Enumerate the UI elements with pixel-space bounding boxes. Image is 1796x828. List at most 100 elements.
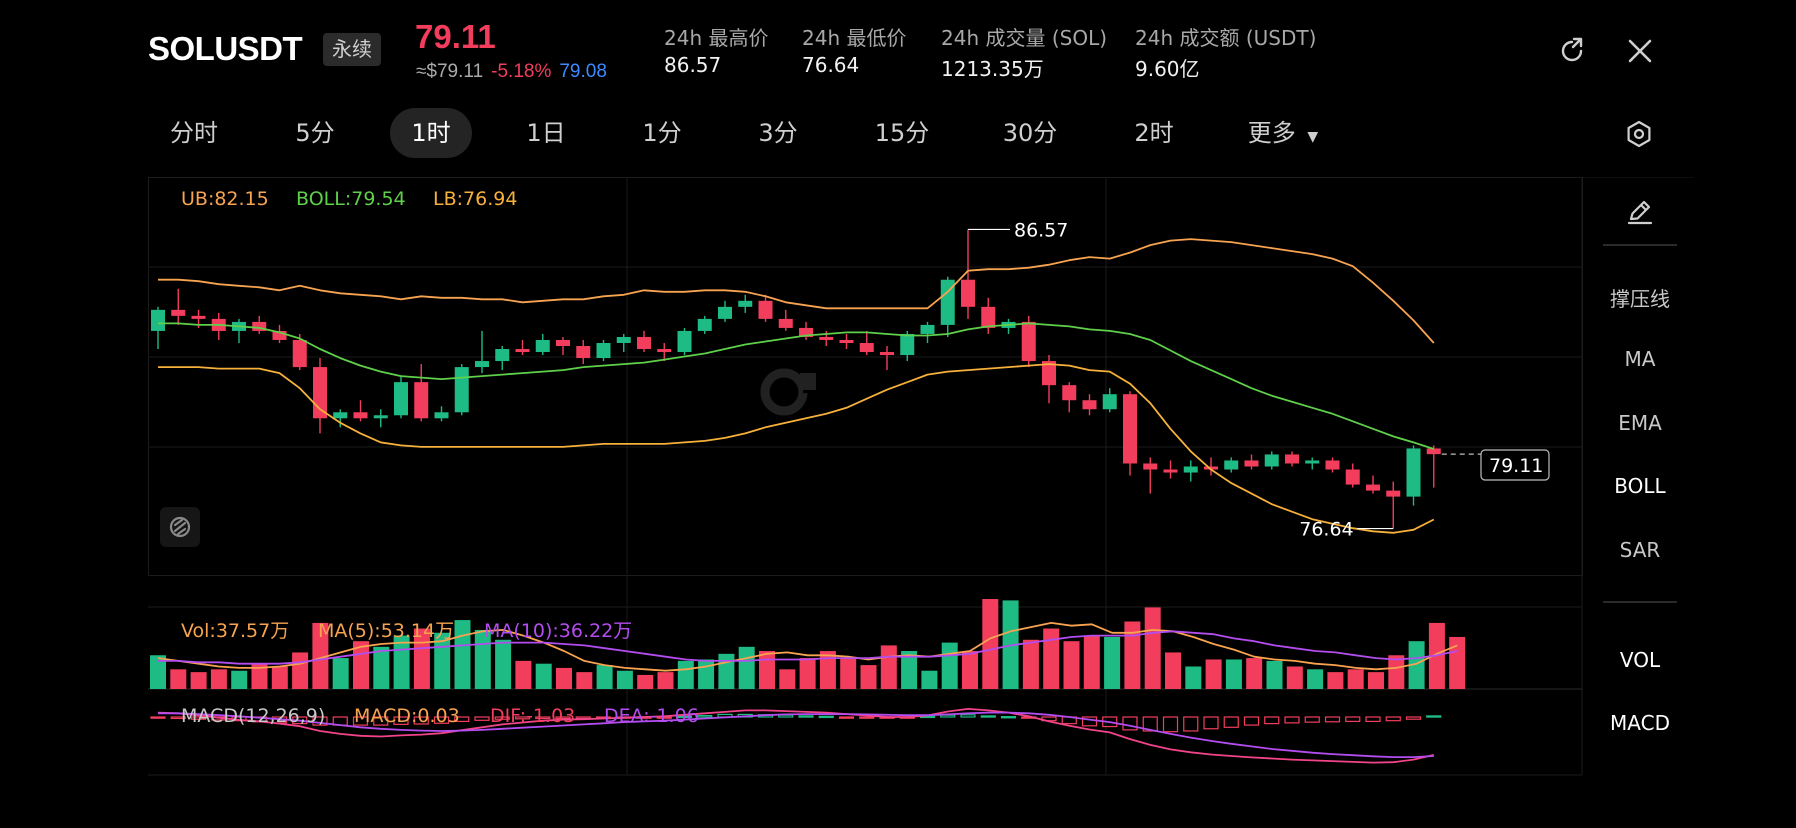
macd-dea-line <box>158 711 1434 758</box>
volume-bar <box>1347 669 1364 689</box>
candle-body <box>1183 466 1198 473</box>
volume-bar <box>1327 672 1344 689</box>
tab-more[interactable]: 更多 ▼ <box>1240 108 1326 158</box>
tab-1h[interactable]: 1时 <box>390 108 472 158</box>
boll-bands <box>158 238 1435 534</box>
tab-1d[interactable]: 1日 <box>526 119 566 147</box>
usd-price: ≈$79.11 <box>416 61 484 82</box>
stat-low-value: 76.64 <box>802 53 860 77</box>
macd-histogram-bar <box>393 716 409 725</box>
candle-body <box>1386 490 1401 497</box>
tab-more-label: 更多 <box>1247 119 1296 147</box>
refresh-icon[interactable] <box>1557 36 1587 66</box>
candle-body <box>637 336 651 350</box>
macd-histogram-bar <box>1284 716 1300 724</box>
stat-turnover-label: 24h 成交额 (USDT) <box>1135 26 1317 50</box>
candle-body <box>191 315 206 319</box>
candle-body <box>839 339 854 343</box>
stat-high-value: 86.57 <box>664 53 722 77</box>
macd-histogram-bar <box>1264 716 1280 725</box>
symbol-title[interactable]: SOLUSDT <box>148 30 303 67</box>
macd-histogram-bar <box>798 715 814 718</box>
tab-3m[interactable]: 3分 <box>758 119 798 147</box>
macd-histogram-bar <box>555 716 571 720</box>
price-subline: ≈$79.11 -5.18% 79.08 <box>416 61 607 83</box>
volume-bar <box>657 672 674 689</box>
indicator-support-resistance[interactable]: 撑压线 <box>1610 287 1670 311</box>
candle-body <box>1143 463 1158 470</box>
tab-5m[interactable]: 5分 <box>295 119 335 147</box>
candle-body <box>1102 394 1117 410</box>
indicator-ema[interactable]: EMA <box>1618 411 1662 435</box>
volume-bar <box>860 665 877 689</box>
macd-histogram-bar <box>1365 716 1381 723</box>
volume-bar <box>332 658 349 689</box>
macd-histogram-bar <box>1183 716 1199 732</box>
volume-bar <box>901 651 918 689</box>
tab-2h[interactable]: 2时 <box>1134 119 1174 147</box>
macd-histogram-bar <box>1142 716 1158 732</box>
candle-body <box>454 367 469 413</box>
tab-1m[interactable]: 1分 <box>642 119 682 147</box>
candle-body <box>1345 469 1360 485</box>
indicator-macd[interactable]: MACD <box>1610 711 1670 735</box>
indicator-vol[interactable]: VOL <box>1619 648 1661 672</box>
candle-body <box>515 349 530 353</box>
macd-histogram-bar <box>980 715 996 718</box>
volume-bar <box>150 655 166 689</box>
indicator-boll[interactable]: BOLL <box>1614 474 1666 498</box>
volume-bar <box>698 659 715 689</box>
stat-high-label: 24h 最高价 <box>664 26 769 50</box>
y-tick-3: 81.50 <box>1498 370 1552 392</box>
x-tick-3: 04-02 06:00 <box>1047 582 1163 604</box>
tab-15m[interactable]: 15分 <box>874 119 930 147</box>
macd-histogram-bar <box>190 716 207 720</box>
macd-axis-label: -1.36 <box>1504 755 1553 777</box>
macd-histogram-bar <box>413 716 429 725</box>
edit-pen-icon[interactable] <box>1624 195 1656 227</box>
boll-upper-line <box>158 238 1435 344</box>
tab-30m[interactable]: 30分 <box>1002 119 1058 147</box>
settings-icon[interactable] <box>1624 119 1654 149</box>
volume-bar <box>576 672 593 689</box>
volume-bar <box>799 658 816 689</box>
layers-icon <box>169 516 191 538</box>
volume-bar <box>373 646 390 689</box>
volume-bar <box>292 652 309 689</box>
macd-histogram-bar <box>1243 716 1260 726</box>
panel-divider <box>1603 601 1677 603</box>
volume-bar <box>637 674 654 689</box>
volume-bar <box>271 666 288 689</box>
candle-body <box>1082 400 1097 410</box>
macd-histogram-bar <box>474 716 490 721</box>
candle-body <box>961 279 975 307</box>
close-icon[interactable] <box>1625 36 1655 66</box>
candle-body <box>799 327 813 337</box>
volume-bar <box>312 622 329 689</box>
legend-dif: DIF:-1.03 <box>490 705 575 727</box>
macd-histogram-bar <box>1345 716 1361 723</box>
candle-body <box>353 412 368 419</box>
stat-volume-value: 1213.35万 <box>941 57 1044 81</box>
volume-bar <box>1124 621 1141 689</box>
candle-body <box>657 349 672 353</box>
indicator-ma[interactable]: MA <box>1624 347 1656 371</box>
indicator-sar[interactable]: SAR <box>1619 538 1661 562</box>
candle-body <box>819 336 834 340</box>
candle-body <box>292 339 307 368</box>
volume-bar <box>535 663 552 689</box>
volume-bar <box>1307 669 1324 689</box>
depth-toggle-button[interactable] <box>160 507 200 547</box>
gate-watermark-logo <box>760 368 823 416</box>
volume-bar <box>819 651 836 689</box>
macd-histogram-bar <box>697 714 713 718</box>
tab-time-sharing[interactable]: 分时 <box>170 119 218 147</box>
vol-axis-label: 0.00 <box>1514 671 1556 693</box>
candle-body <box>900 333 915 356</box>
boll-mid-line <box>158 322 1435 450</box>
candle-body <box>738 300 753 307</box>
volume-bar <box>718 653 735 689</box>
candle-body <box>475 361 489 368</box>
candle-body <box>677 330 692 353</box>
